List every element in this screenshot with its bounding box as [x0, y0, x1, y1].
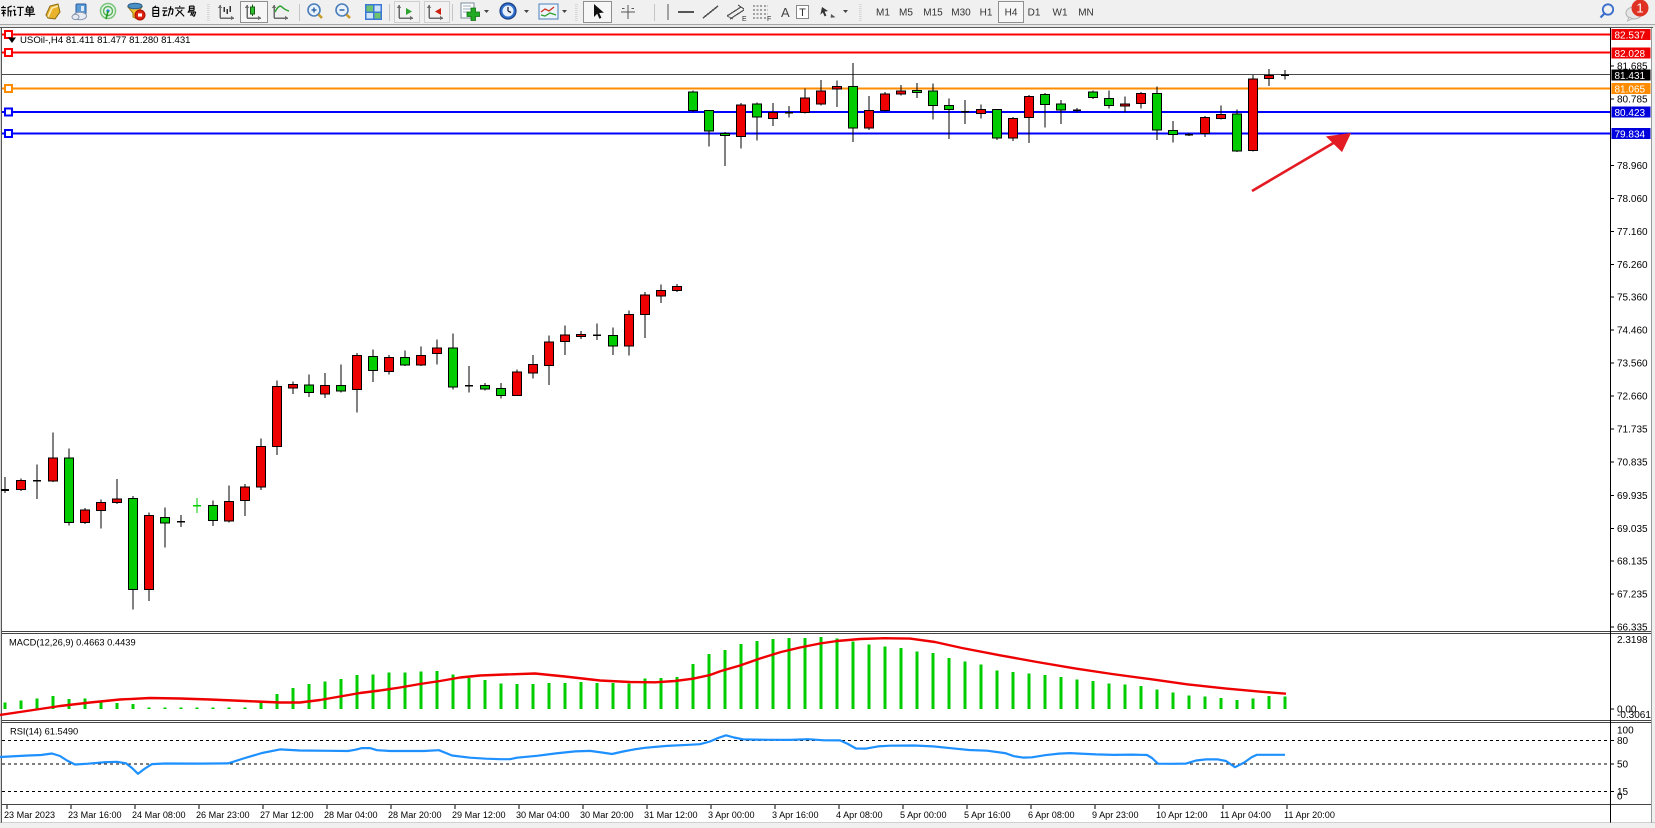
svg-text:H4: H4: [1005, 8, 1018, 19]
svg-text:M1: M1: [876, 8, 890, 19]
svg-text:79.834: 79.834: [1615, 129, 1646, 140]
svg-text:M30: M30: [951, 8, 971, 19]
svg-text:78.060: 78.060: [1617, 194, 1648, 205]
svg-text:74.460: 74.460: [1617, 326, 1648, 337]
svg-text:W1: W1: [1053, 8, 1068, 19]
svg-text:6 Apr 08:00: 6 Apr 08:00: [1028, 810, 1075, 820]
svg-text:2.3198: 2.3198: [1617, 635, 1648, 646]
svg-text:0: 0: [1617, 792, 1623, 803]
svg-text:75.360: 75.360: [1617, 293, 1648, 304]
svg-text:80.785: 80.785: [1617, 95, 1648, 106]
svg-text:H1: H1: [980, 8, 993, 19]
svg-text:MACD(12,26,9) 0.4663 0.4439: MACD(12,26,9) 0.4663 0.4439: [9, 638, 136, 648]
svg-text:15: 15: [1617, 787, 1629, 798]
svg-text:73.560: 73.560: [1617, 359, 1648, 370]
svg-text:M5: M5: [899, 8, 913, 19]
svg-text:50: 50: [1617, 760, 1629, 771]
svg-text:11 Apr 20:00: 11 Apr 20:00: [1284, 810, 1335, 820]
svg-text:66.335: 66.335: [1617, 623, 1648, 634]
svg-text:24 Mar 08:00: 24 Mar 08:00: [132, 810, 186, 820]
svg-text:72.660: 72.660: [1617, 391, 1648, 402]
svg-text:0.00: 0.00: [1617, 705, 1637, 716]
svg-text:3 Apr 16:00: 3 Apr 16:00: [772, 810, 819, 820]
svg-text:-0.3061: -0.3061: [1617, 710, 1651, 721]
svg-text:T: T: [799, 7, 806, 19]
svg-text:D1: D1: [1028, 8, 1041, 19]
svg-text:10 Apr 12:00: 10 Apr 12:00: [1156, 810, 1208, 820]
svg-text:23 Mar 2023: 23 Mar 2023: [4, 810, 55, 820]
svg-text:81.065: 81.065: [1615, 84, 1646, 95]
svg-text:67.235: 67.235: [1617, 590, 1648, 601]
svg-text:9 Apr 23:00: 9 Apr 23:00: [1092, 810, 1139, 820]
svg-text:80.423: 80.423: [1615, 108, 1646, 119]
svg-text:69.035: 69.035: [1617, 524, 1648, 535]
svg-text:MN: MN: [1078, 8, 1094, 19]
svg-text:28 Mar 04:00: 28 Mar 04:00: [324, 810, 378, 820]
svg-text:5 Apr 16:00: 5 Apr 16:00: [964, 810, 1011, 820]
svg-text:31 Mar 12:00: 31 Mar 12:00: [644, 810, 698, 820]
svg-text:69.935: 69.935: [1617, 491, 1648, 502]
svg-text:RSI(14) 61.5490: RSI(14) 61.5490: [10, 727, 78, 737]
svg-text:27 Mar 12:00: 27 Mar 12:00: [260, 810, 314, 820]
svg-text:80: 80: [1617, 736, 1629, 747]
svg-text:4 Apr 08:00: 4 Apr 08:00: [836, 810, 883, 820]
svg-text:11 Apr 04:00: 11 Apr 04:00: [1220, 810, 1271, 820]
svg-text:81.431: 81.431: [1615, 71, 1646, 82]
svg-text:26 Mar 23:00: 26 Mar 23:00: [196, 810, 250, 820]
svg-text:A: A: [781, 5, 790, 20]
svg-text:30 Mar 20:00: 30 Mar 20:00: [580, 810, 634, 820]
svg-text:77.160: 77.160: [1617, 227, 1648, 238]
svg-text:M15: M15: [923, 8, 943, 19]
svg-text:70.835: 70.835: [1617, 458, 1648, 469]
svg-text:23 Mar 16:00: 23 Mar 16:00: [68, 810, 122, 820]
svg-text:3 Apr 00:00: 3 Apr 00:00: [708, 810, 755, 820]
svg-text:USOil-,H4 81.411 81.477 81.28: USOil-,H4 81.411 81.477 81.280 81.431: [20, 35, 191, 46]
svg-text:82.028: 82.028: [1615, 49, 1646, 60]
svg-text:100: 100: [1617, 726, 1634, 737]
svg-text:71.735: 71.735: [1617, 425, 1648, 436]
svg-text:28 Mar 20:00: 28 Mar 20:00: [388, 810, 442, 820]
svg-text:82.537: 82.537: [1615, 30, 1646, 41]
svg-text:81.685: 81.685: [1617, 62, 1648, 73]
svg-text:68.135: 68.135: [1617, 557, 1648, 568]
svg-text:F: F: [767, 16, 771, 23]
svg-text:30 Mar 04:00: 30 Mar 04:00: [516, 810, 570, 820]
svg-text:78.960: 78.960: [1617, 161, 1648, 172]
svg-text:5 Apr 00:00: 5 Apr 00:00: [900, 810, 947, 820]
svg-text:1: 1: [1636, 1, 1643, 16]
svg-text:29 Mar 12:00: 29 Mar 12:00: [452, 810, 506, 820]
svg-text:E: E: [742, 16, 747, 23]
svg-text:76.260: 76.260: [1617, 260, 1648, 271]
